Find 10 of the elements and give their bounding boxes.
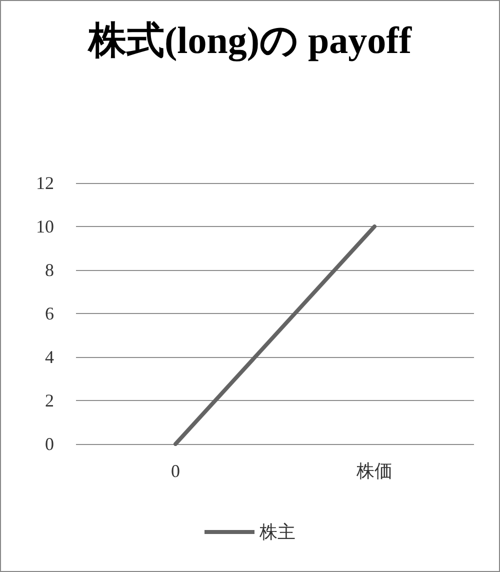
- y-tick-label: 12: [36, 173, 54, 193]
- y-tick-label: 4: [45, 347, 54, 367]
- y-tick-label: 6: [45, 304, 54, 324]
- y-tick-label: 8: [45, 260, 54, 280]
- y-tick-label: 0: [45, 434, 54, 454]
- y-tick-label: 2: [45, 390, 54, 410]
- x-tick-label: 株価: [356, 461, 392, 481]
- legend-label: 株主: [258, 522, 296, 542]
- y-tick-label: 10: [36, 216, 54, 236]
- chart-title: 株式(long)の payoff: [86, 20, 413, 62]
